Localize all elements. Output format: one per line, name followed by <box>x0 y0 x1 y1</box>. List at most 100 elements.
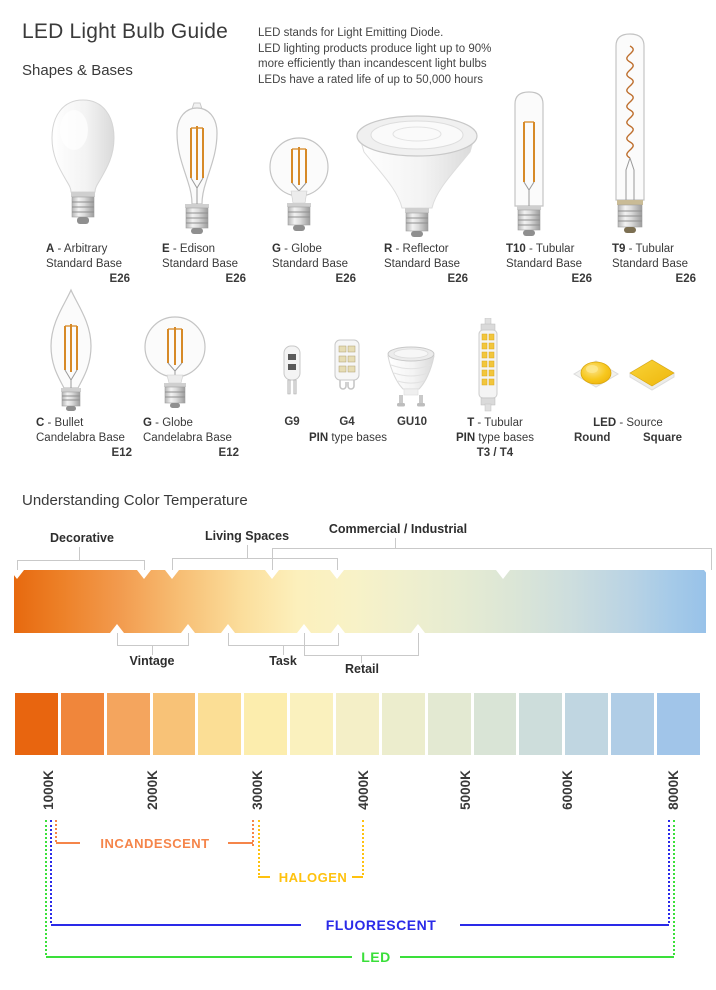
kelvin-label: 6000K <box>559 770 575 810</box>
temperature-segment <box>244 693 288 755</box>
range-marker-arrow <box>265 570 279 579</box>
bulb-label-t9: T9 - Tubular Standard Base E26 <box>612 243 696 285</box>
zone-label-commercial-industrial: Commercial / Industrial <box>328 522 468 536</box>
bulb-label-g: G - Globe Standard Base E26 <box>272 243 356 285</box>
led-square-chip-illustration <box>629 359 675 391</box>
bracket-stem <box>283 645 284 655</box>
t-sizes: T3 / T4 <box>476 447 514 459</box>
range-marker-arrow <box>110 624 124 633</box>
guide-dotted-fluorescent-right <box>668 820 670 923</box>
range-line <box>400 956 674 958</box>
pin-label-g4: G4 <box>339 416 355 428</box>
bulb-label-r: R - Reflector Standard Base E26 <box>384 243 468 285</box>
led-square-caption: Square <box>643 432 682 444</box>
bracket-leg <box>418 633 419 655</box>
range-marker-arrow <box>297 624 311 633</box>
kelvin-label: 5000K <box>457 770 473 810</box>
range-marker-arrow <box>704 570 716 579</box>
color-temperature-gradient-bar <box>10 570 716 633</box>
t10-bulb-illustration <box>514 91 544 236</box>
range-label-incandescent: INCANDESCENT <box>100 836 210 851</box>
socket-code: E26 <box>447 273 468 285</box>
range-label-led: LED <box>361 949 391 965</box>
bracket-stem <box>152 645 153 655</box>
guide-dotted-led-right <box>673 820 675 955</box>
bracket-leg <box>272 548 273 570</box>
bracket-stem <box>361 655 362 663</box>
a-bulb-illustration <box>51 99 115 224</box>
temperature-segment <box>60 693 104 755</box>
bulb-label-t10: T10 - Tubular Standard Base E26 <box>506 243 592 285</box>
guide-dotted-fluorescent-left <box>50 820 52 923</box>
socket-code: E26 <box>109 273 130 285</box>
guide-dotted-halogen-right <box>362 820 364 875</box>
temperature-segment <box>15 693 58 755</box>
c-bulb-illustration <box>50 288 92 411</box>
range-marker-arrow <box>330 570 344 579</box>
g-candelabra-bulb-illustration <box>144 316 206 408</box>
temperature-segment <box>106 693 150 755</box>
g4-bulb-illustration <box>334 339 360 390</box>
bulb-label-c: C - Bullet Candelabra Base E12 <box>36 417 132 459</box>
temperature-segment <box>290 693 334 755</box>
zone-label-task: Task <box>269 654 297 668</box>
bracket-leg <box>338 633 339 645</box>
range-label-fluorescent: FLUORESCENT <box>325 917 437 933</box>
range-line <box>352 876 363 878</box>
guide-dotted-incandescent-left <box>55 820 57 842</box>
gu10-bulb-illustration <box>387 346 435 407</box>
range-marker-arrow <box>221 624 235 633</box>
range-label-halogen: HALOGEN <box>278 870 348 885</box>
socket-code: E26 <box>675 273 696 285</box>
range-marker-arrow <box>165 570 179 579</box>
temperature-segment <box>198 693 242 755</box>
bracket-bar <box>172 558 338 559</box>
r-bulb-illustration <box>356 115 478 237</box>
bracket-bar <box>117 645 189 646</box>
t-r7s-bulb-illustration <box>478 318 498 412</box>
temperature-segment <box>381 693 425 755</box>
range-marker-arrow <box>181 624 195 633</box>
intro-description: LED stands for Light Emitting Diode. LED… <box>258 27 492 86</box>
temperature-segment <box>336 693 379 755</box>
range-line <box>46 956 352 958</box>
range-line <box>228 842 253 844</box>
range-line <box>56 842 80 844</box>
kelvin-label: 3000K <box>249 770 265 810</box>
bracket-leg <box>144 560 145 570</box>
range-line <box>460 924 669 926</box>
led-source-label: LED - Source Round Square <box>574 417 682 444</box>
section-title-shapes: Shapes & Bases <box>22 62 133 79</box>
gradient-bar-markers <box>10 570 716 633</box>
g-bulb-illustration <box>269 137 329 231</box>
socket-code: E26 <box>571 273 592 285</box>
temperature-segment <box>565 693 609 755</box>
socket-code: E12 <box>218 447 239 459</box>
temperature-segment <box>427 693 471 755</box>
socket-code: E26 <box>335 273 356 285</box>
range-marker-arrow <box>496 570 510 579</box>
bracket-leg <box>188 633 189 645</box>
section-title-color-temperature: Understanding Color Temperature <box>22 492 248 509</box>
bracket-leg <box>711 548 712 570</box>
kelvin-label: 2000K <box>144 770 160 810</box>
pin-label-gu10: GU10 <box>396 416 428 428</box>
bracket-stem <box>79 547 80 560</box>
bracket-stem <box>247 545 248 558</box>
range-line <box>258 876 270 878</box>
led-round-caption: Round <box>574 432 611 444</box>
t-tubular-label: T - Tubular PIN type bases T3 / T4 <box>445 416 545 461</box>
bracket-leg <box>17 560 18 570</box>
bracket-leg <box>228 633 229 645</box>
bulb-label-a: A - Arbitrary Standard Base E26 <box>46 243 130 285</box>
zone-label-living-spaces: Living Spaces <box>204 529 290 543</box>
bulb-label-e: E - Edison Standard Base E26 <box>162 243 246 285</box>
temperature-segment <box>152 693 196 755</box>
g9-bulb-illustration <box>283 345 301 395</box>
kelvin-label: 4000K <box>355 770 371 810</box>
e-bulb-illustration <box>176 102 218 234</box>
temperature-segment <box>657 693 700 755</box>
bracket-bar <box>272 548 711 549</box>
bracket-leg <box>172 558 173 570</box>
